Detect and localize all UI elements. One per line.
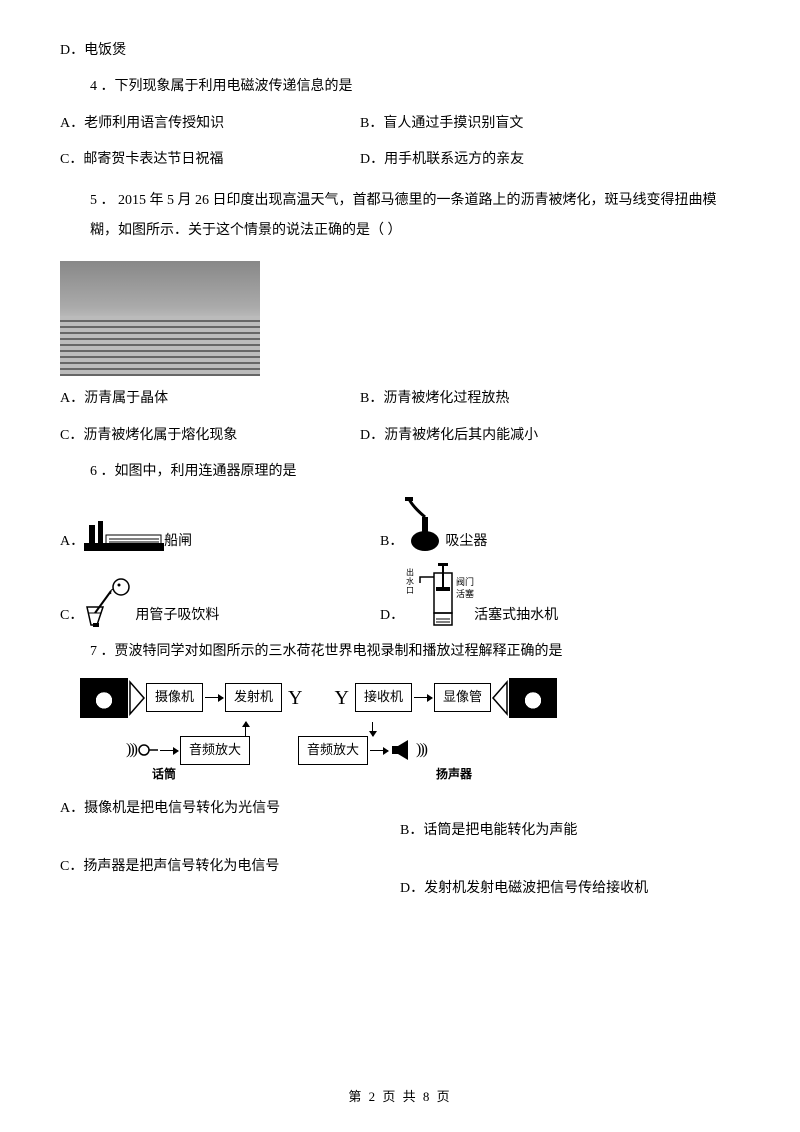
q5-option-a: A．沥青属于晶体 [60,388,360,410]
q4-option-b: B．盲人通过手摸识别盲文 [360,113,740,135]
vacuum-icon [403,497,445,553]
q7-stem: 7 ．贾波特同学对如图所示的三水荷花世界电视录制和播放过程解释正确的是 [60,641,740,663]
q7-diagram: 摄像机 发射机 Y Y 接收机 显像管 ))) 音频放大 音频放大 ))) 话筒… [80,678,600,784]
q7-display-box: 显像管 [434,683,491,712]
q7-option-c: C．扬声器是把声信号转化为电信号 [60,856,400,900]
q7-transmitter-box: 发射机 [225,683,282,712]
q6-a-prefix: A． [60,531,84,553]
q5-stem: 5 ． 2015 年 5 月 26 日印度出现高温天气，首都马德里的一条道路上的… [60,186,740,248]
lotus-icon [509,678,557,718]
q6-row-cd: C． 用管子吸饮料 D． 出 水 口 阀门 活塞 活塞式抽水机 [60,563,740,627]
q3-option-d: D．电饭煲 [60,40,740,62]
mic-label: 话筒 [152,765,176,784]
svg-text:水: 水 [406,576,414,586]
speaker-label: 扬声器 [436,765,472,784]
pump-valve-label: 阀门 [456,576,474,587]
q7-row-ab: A．摄像机是把电信号转化为光信号 B．话筒是把电能转化为声能 [60,798,740,842]
straw-drink-icon [83,577,135,627]
q6-c-label: 用管子吸饮料 [135,605,219,627]
q6-d-label: 活塞式抽水机 [474,605,558,627]
sound-wave-icon: ))) [126,737,136,763]
q6-stem: 6 ．如图中，利用连通器原理的是 [60,461,740,483]
pump-piston-label: 活塞 [456,588,474,599]
q4-row-cd: C．邮寄贺卡表达节日祝福 D．用手机联系远方的亲友 [60,149,740,171]
speaker-icon [390,738,416,762]
q5-option-b: B．沥青被烤化过程放热 [360,388,740,410]
sound-wave-icon: ))) [416,737,426,763]
q7-option-b: B．话筒是把电能转化为声能 [400,820,740,842]
q6-b-prefix: B． [380,531,403,553]
q4-option-d: D．用手机联系远方的亲友 [360,149,740,171]
microphone-icon [136,740,158,760]
ship-lock-icon [84,515,164,553]
q7-amp1-box: 音频放大 [180,736,250,765]
pump-out-label: 出 [406,567,414,577]
q7-row-cd: C．扬声器是把声信号转化为电信号 D．发射机发射电磁波把信号传给接收机 [60,856,740,900]
q5-row-cd: C．沥青被烤化属于熔化现象 D．沥青被烤化后其内能减小 [60,425,740,447]
q4-option-c: C．邮寄贺卡表达节日祝福 [60,149,360,171]
page-footer: 第 2 页 共 8 页 [0,1087,800,1108]
antenna-icon: Y [288,682,302,714]
q6-d-prefix: D． [380,605,404,627]
q5-image [60,261,260,376]
q7-receiver-box: 接收机 [355,683,412,712]
q6-a-label: 船闸 [164,531,192,553]
q5-row-ab: A．沥青属于晶体 B．沥青被烤化过程放热 [60,388,740,410]
q7-option-a: A．摄像机是把电信号转化为光信号 [60,798,400,842]
q6-row-ab: A． 船闸 B． 吸尘器 [60,497,740,553]
q5-option-d: D．沥青被烤化后其内能减小 [360,425,740,447]
q4-stem: 4 ．下列现象属于利用电磁波传递信息的是 [60,76,740,98]
q6-c-prefix: C． [60,605,83,627]
q4-row-ab: A．老师利用语言传授知识 B．盲人通过手摸识别盲文 [60,113,740,135]
svg-text:口: 口 [406,586,414,595]
q5-option-c: C．沥青被烤化属于熔化现象 [60,425,360,447]
q7-option-d: D．发射机发射电磁波把信号传给接收机 [400,878,740,900]
q7-camera-box: 摄像机 [146,683,203,712]
lotus-icon [80,678,128,718]
piston-pump-icon: 出 水 口 阀门 活塞 [404,563,474,627]
antenna-icon: Y [334,682,348,714]
q4-option-a: A．老师利用语言传授知识 [60,113,360,135]
q6-b-label: 吸尘器 [445,531,487,553]
q7-amp2-box: 音频放大 [298,736,368,765]
